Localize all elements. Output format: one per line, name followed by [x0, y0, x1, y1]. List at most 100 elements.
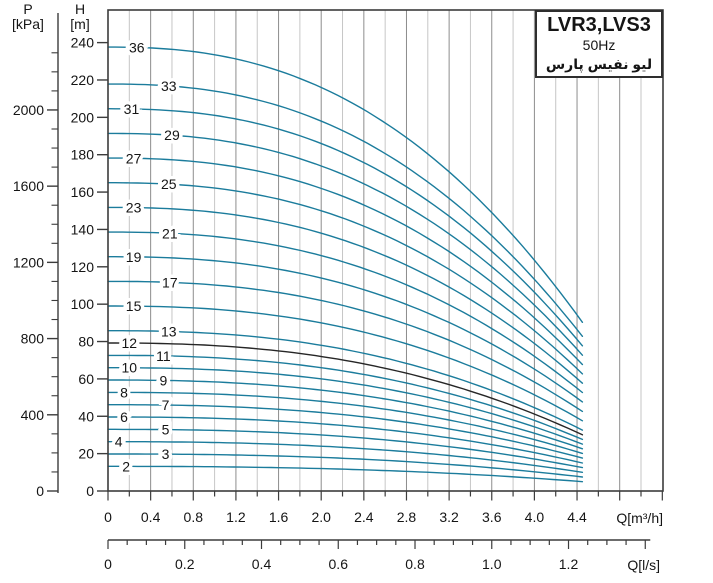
tick-label: 220: [71, 72, 95, 88]
tick-label: 1.6: [269, 509, 289, 525]
tick-label: 0: [86, 483, 94, 499]
pump-curve-25: [107, 181, 584, 375]
tick-label: 1600: [13, 178, 44, 194]
pump-curve-17: [107, 280, 584, 413]
tick-label: 80: [78, 334, 94, 350]
tick-label: 2000: [13, 102, 44, 118]
tick-label: 160: [71, 184, 95, 200]
pump-curve-31: [107, 107, 584, 347]
tick-label: 0.4: [252, 556, 272, 572]
p-axis-unit: [kPa]: [12, 16, 44, 32]
pump-curve-11: [107, 354, 584, 441]
curve-label-12: 12: [122, 335, 138, 351]
tick-label: 240: [71, 35, 95, 51]
tick-label: 0: [36, 483, 44, 499]
curve-label-17: 17: [162, 274, 178, 290]
curves-layer: [107, 46, 584, 483]
tick-label: 0.4: [141, 509, 161, 525]
curve-label-5: 5: [162, 422, 170, 438]
h-axis-title: H [m]: [56, 2, 104, 32]
tick-label: 0: [104, 556, 112, 572]
tick-label: 0.2: [175, 556, 195, 572]
pump-curve-29: [107, 132, 584, 356]
tick-label: 2.4: [354, 509, 374, 525]
pump-curve-12: [107, 342, 584, 436]
h-axis-unit: [m]: [70, 16, 90, 32]
curve-label-6: 6: [120, 409, 128, 425]
title-box: LVR3,LVS3 50Hz ليو نفيس پارس: [535, 10, 663, 78]
curve-label-10: 10: [122, 360, 138, 376]
curve-label-13: 13: [161, 323, 177, 339]
tick-label: 800: [21, 331, 45, 347]
curve-label-31: 31: [124, 101, 140, 117]
p-axis-title: P [kPa]: [0, 2, 56, 32]
tick-label: 3.2: [439, 509, 459, 525]
pump-curve-9: [107, 379, 584, 450]
pump-curve-7: [107, 404, 584, 459]
curve-label-11: 11: [156, 348, 171, 364]
tick-label: 0: [104, 509, 112, 525]
curve-label-9: 9: [160, 372, 168, 388]
p-axis: 0 400 800 1200 1600 2000: [13, 13, 59, 499]
curve-label-36: 36: [129, 39, 145, 55]
curve-label-19: 19: [126, 249, 142, 265]
tick-label: 0.6: [329, 556, 349, 572]
curve-label-21: 21: [162, 225, 178, 241]
tick-label: 2.8: [397, 509, 417, 525]
pump-curve-19: [107, 256, 584, 403]
h-axis: 0 20 40 60 80 100 120 140 160 180 200 220 240: [71, 35, 108, 499]
frequency-label: 50Hz: [582, 37, 616, 53]
curve-label-8: 8: [120, 384, 128, 400]
model-title: LVR3,LVS3: [547, 14, 651, 36]
tick-label: 40: [78, 408, 94, 424]
pump-curve-27: [107, 157, 584, 366]
tick-label: 100: [71, 296, 95, 312]
pump-curve-21: [107, 231, 584, 394]
tick-label: 0.8: [184, 509, 204, 525]
pump-curve-10: [107, 367, 584, 445]
tick-label: 20: [78, 446, 94, 462]
tick-label: 120: [71, 259, 95, 275]
tick-label: 1200: [13, 254, 44, 270]
curve-label-15: 15: [126, 298, 142, 314]
tick-label: 1.2: [559, 556, 579, 572]
curve-labels-layer: 36 33 31 29 27 25 23 21 19 17 15 13 12 11 10 9 8 7 6 5 4 3 2: [111, 36, 183, 478]
curve-label-29: 29: [164, 127, 180, 143]
tick-label: 140: [71, 221, 95, 237]
curve-label-3: 3: [162, 446, 170, 462]
pump-curve-33: [107, 83, 584, 337]
curve-label-27: 27: [126, 150, 142, 166]
curve-label-23: 23: [126, 200, 142, 216]
tick-label: 60: [78, 371, 94, 387]
tick-label: 2.0: [311, 509, 331, 525]
pump-curve-36: [107, 46, 584, 323]
pump-curve-8: [107, 391, 584, 455]
pump-curve-2: [107, 465, 584, 483]
tick-label: 4.0: [525, 509, 545, 525]
pump-curve-6: [107, 416, 584, 464]
pump-curve-4: [107, 441, 584, 473]
pump-curve-15: [107, 305, 584, 422]
q-ls-axis: 0 0.2 0.4 0.6 0.8 1.0 1.2: [104, 539, 651, 572]
pump-curve-5: [107, 428, 584, 469]
tick-label: 400: [21, 407, 45, 423]
tick-label: 1.0: [482, 556, 502, 572]
tick-label: 180: [71, 147, 95, 163]
tick-label: 4.4: [567, 509, 587, 525]
tick-label: 200: [71, 109, 95, 125]
pump-curve-23: [107, 206, 584, 384]
curve-label-7: 7: [162, 397, 170, 413]
curve-label-2: 2: [122, 458, 130, 474]
q-m3h-axis-unit-label: Q[m³/h]: [616, 510, 663, 526]
q-m3h-axis: 0 0.4 0.8 1.2 1.6 2.0 2.4 2.8 3.2 3.6 4.0 4.4: [104, 491, 663, 525]
curve-label-25: 25: [161, 176, 177, 192]
curve-label-33: 33: [161, 78, 177, 94]
q-ls-axis-unit-label: Q[l/s]: [627, 557, 660, 573]
p-axis-symbol: P: [23, 1, 33, 17]
tick-label: 3.6: [482, 509, 502, 525]
brand-name: ليو نفيس پارس: [545, 56, 653, 72]
curve-label-4: 4: [115, 434, 123, 450]
tick-label: 0.8: [405, 556, 425, 572]
